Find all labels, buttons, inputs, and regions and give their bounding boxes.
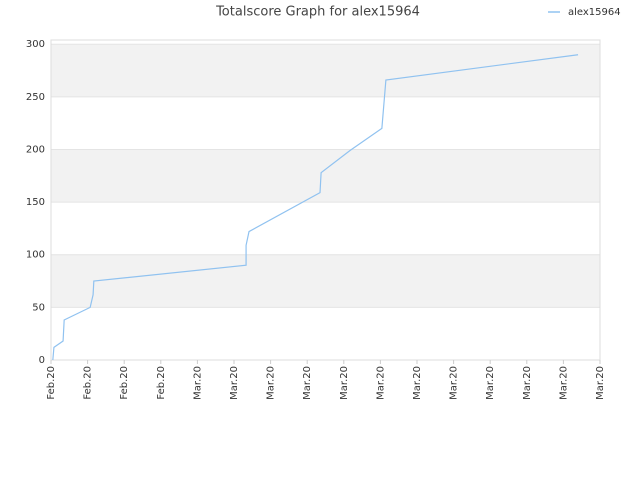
x-tick-label: Mar.20: [412, 366, 423, 400]
grid-band: [51, 44, 600, 97]
x-tick-label: Feb.20: [83, 366, 94, 400]
x-tick-label: Mar.20: [485, 366, 496, 400]
y-tick-label: 100: [26, 250, 45, 261]
x-tick-label: Feb.20: [46, 366, 57, 400]
y-tick-label: 250: [26, 92, 45, 103]
y-tick-label: 0: [39, 355, 45, 366]
y-tick-label: 200: [26, 144, 45, 155]
x-tick-label: Feb.20: [156, 366, 167, 400]
y-tick-label: 300: [26, 39, 45, 50]
x-tick-label: Mar.20: [339, 366, 350, 400]
x-tick-label: Mar.20: [595, 366, 606, 400]
grid-band: [51, 149, 600, 203]
y-tick-label: 50: [32, 302, 45, 313]
legend-label: alex15964: [568, 7, 621, 18]
x-tick-label: Mar.20: [449, 366, 460, 400]
chart-title: Totalscore Graph for alex15964: [215, 5, 420, 20]
grid-band: [51, 254, 600, 308]
x-tick-label: Mar.20: [229, 366, 240, 400]
y-tick-label: 150: [26, 197, 45, 208]
series-line: [52, 54, 579, 361]
x-tick-label: Mar.20: [192, 366, 203, 400]
x-tick-label: Mar.20: [375, 366, 386, 400]
x-tick-label: Feb.20: [119, 366, 130, 400]
x-tick-label: Mar.20: [266, 366, 277, 400]
x-tick-label: Mar.20: [558, 366, 569, 400]
plot-border: [50, 39, 601, 361]
x-tick-label: Mar.20: [522, 366, 533, 400]
x-tick-label: Mar.20: [302, 366, 313, 400]
